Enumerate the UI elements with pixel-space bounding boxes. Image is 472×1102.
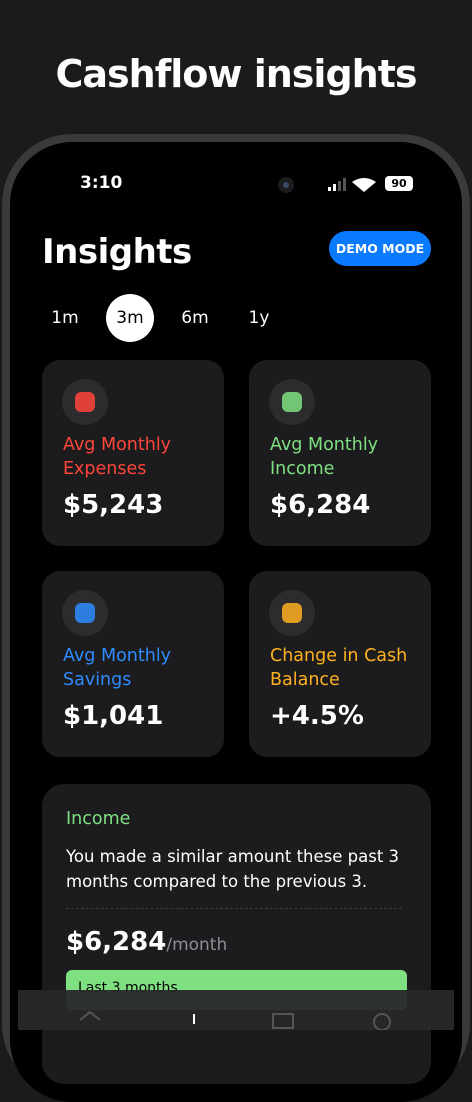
- icon-glyph: [75, 392, 95, 412]
- icon-glyph: [282, 603, 302, 623]
- income-amount: $6,284: [66, 927, 167, 957]
- divider: [66, 908, 402, 909]
- card-value: $5,243: [63, 490, 164, 520]
- stat-card[interactable]: Avg Monthly Income $6,284: [249, 360, 431, 546]
- tab-bar: [18, 990, 454, 1031]
- card-icon: [269, 379, 315, 425]
- icon-glyph: [282, 392, 302, 412]
- tab-icons: [79, 1010, 391, 1031]
- stat-card[interactable]: Avg Monthly Expenses $5,243: [42, 360, 224, 546]
- card-value: $1,041: [63, 701, 164, 731]
- card-value: $6,284: [270, 490, 371, 520]
- status-time: 3:10: [80, 173, 123, 193]
- card-value: +4.5%: [270, 701, 364, 731]
- card-icon: [62, 379, 108, 425]
- period-tab[interactable]: 3m: [106, 294, 154, 342]
- income-label: Income: [66, 809, 131, 829]
- income-card: Income You made a similar amount these p…: [42, 784, 431, 1084]
- income-text: You made a similar amount these past 3 m…: [66, 847, 400, 891]
- page: {"header": {"title": "Cashflow insights"…: [2, 52, 470, 1102]
- card-label: Avg Monthly Income: [270, 435, 379, 479]
- income-amount-row: $6,284/month: [66, 927, 227, 957]
- stat-card[interactable]: Avg Monthly Savings $1,041: [42, 571, 224, 757]
- card-label: Avg Monthly Expenses: [63, 435, 172, 479]
- income-unit: /month: [166, 935, 228, 955]
- battery: 90: [385, 176, 413, 191]
- period-tab[interactable]: 1m: [51, 308, 79, 328]
- stat-card[interactable]: Change in Cash Balance +4.5%: [249, 571, 431, 757]
- card-label: Avg Monthly Savings: [63, 646, 172, 690]
- card-icon: [269, 590, 315, 636]
- screen-title: Insights: [42, 232, 192, 272]
- status-icons: [278, 177, 376, 193]
- card-icon: [62, 590, 108, 636]
- icon-glyph: [75, 603, 95, 623]
- card-label: Change in Cash Balance: [270, 646, 408, 690]
- hero-title: Cashflow insights: [55, 52, 418, 96]
- demo-mode-button[interactable]: DEMO MODE: [329, 231, 431, 266]
- period-tab[interactable]: 1y: [248, 308, 270, 328]
- period-tab[interactable]: 6m: [181, 308, 209, 328]
